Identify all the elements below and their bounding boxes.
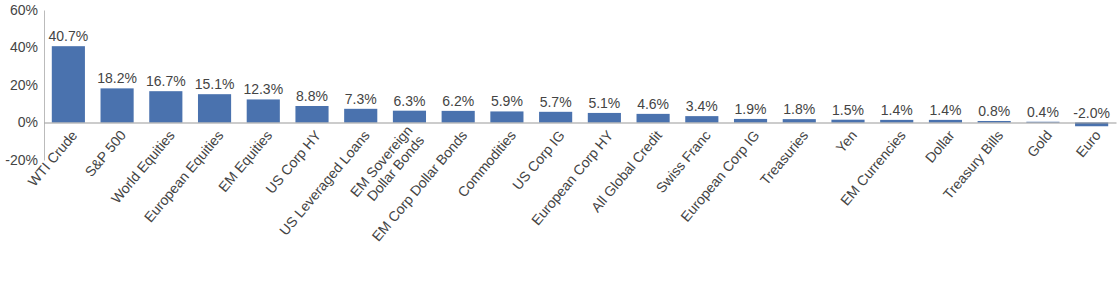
data-label: 0.4% (1027, 104, 1059, 120)
bar (637, 114, 670, 123)
data-label: 0.8% (978, 103, 1010, 119)
x-tick-label: European Equities (141, 127, 227, 225)
data-label: 40.7% (49, 28, 89, 44)
x-tick: WTI Crude (25, 123, 81, 190)
y-tick-label: 0% (18, 114, 38, 130)
x-tick: Treasuries (757, 123, 811, 188)
x-tick-label: Euro (1072, 127, 1103, 160)
y-tick: 40% (10, 39, 44, 55)
bars (52, 46, 1108, 126)
x-tick: Gold (1024, 123, 1055, 161)
y-tick-label: -20% (5, 152, 38, 168)
bar (295, 106, 328, 123)
y-tick-label: 60% (10, 2, 38, 18)
bar (783, 119, 816, 122)
data-label: 12.3% (243, 81, 283, 97)
x-tick-label: Treasury Bills (940, 127, 1006, 202)
data-label: 3.4% (686, 98, 718, 114)
data-label: 4.6% (637, 96, 669, 112)
bar (442, 111, 475, 123)
data-label: 6.3% (393, 93, 425, 109)
data-label: 16.7% (146, 73, 186, 89)
x-tick: European Equities (141, 123, 227, 226)
y-tick: 20% (10, 77, 44, 93)
y-tick: 0% (18, 114, 44, 130)
chart: -20% 0% 20% 40% 60% WTI CrudeS&P 500World Equ… (0, 0, 1120, 287)
data-label: 5.9% (491, 93, 523, 109)
x-tick: All Global Credit (588, 123, 665, 216)
data-label: 8.8% (296, 88, 328, 104)
bar (880, 120, 913, 123)
data-label: -2.0% (1073, 105, 1110, 121)
x-tick-label: All Global Credit (588, 127, 665, 215)
bar (490, 111, 523, 122)
x-tick: Euro (1072, 123, 1103, 161)
x-axis-line (45, 123, 1117, 124)
bar (978, 121, 1011, 123)
bar (831, 120, 864, 123)
bar (393, 111, 426, 123)
data-labels: 40.7% 18.2% 16.7% 15.1% 12.3% 8.8% 7.3% 6.3% 6.2… (49, 28, 1110, 120)
bar (685, 116, 718, 122)
x-tick: Yen (833, 123, 860, 156)
x-tick: European Corp HY (528, 123, 617, 229)
data-label: 6.2% (442, 93, 474, 109)
data-label: 1.5% (832, 102, 864, 118)
y-axis: -20% 0% 20% 40% 60% (5, 2, 44, 168)
data-label: 7.3% (345, 91, 377, 107)
x-tick-label: Treasuries (757, 127, 811, 188)
x-tick: European Corp IG (677, 123, 762, 225)
x-tick-label: Gold (1024, 127, 1055, 160)
bar (52, 46, 85, 122)
bar (101, 88, 134, 122)
x-axis: WTI CrudeS&P 500World EquitiesEuropean E… (25, 122, 1117, 244)
x-tick: Dollar (922, 123, 958, 166)
x-tick-label: WTI Crude (25, 127, 81, 189)
data-label: 1.9% (735, 101, 767, 117)
data-label: 5.1% (588, 95, 620, 111)
x-tick: EM Currencies (837, 123, 909, 209)
data-label: 1.8% (783, 101, 815, 117)
data-label: 1.4% (929, 102, 961, 118)
x-tick: S&P 500 (82, 123, 130, 180)
x-tick-label: S&P 500 (82, 127, 130, 180)
x-tick-label: European Corp IG (677, 127, 762, 224)
x-tick: EM Corp Dollar Bonds (368, 123, 470, 245)
x-tick-label: EM Currencies (837, 127, 909, 208)
bar (588, 113, 621, 123)
y-axis-line (44, 11, 45, 161)
y-tick-label: 20% (10, 77, 38, 93)
x-tick: Treasury Bills (940, 123, 1006, 203)
x-tick-label: Yen (833, 127, 860, 155)
data-label: 15.1% (195, 76, 235, 92)
bar (734, 119, 767, 123)
bar (247, 99, 280, 122)
data-label: 1.4% (881, 102, 913, 118)
x-tick-label: Dollar (922, 127, 958, 166)
x-tick-label: European Corp HY (528, 127, 617, 228)
bar (198, 94, 231, 122)
bar (344, 109, 377, 123)
bar (539, 112, 572, 123)
x-tick-label: Commodities (454, 127, 519, 200)
x-tick: Commodities (454, 123, 519, 201)
x-tick-label: EM Corp Dollar Bonds (368, 127, 470, 244)
data-label: 18.2% (97, 70, 137, 86)
bar (149, 91, 182, 122)
y-tick-label: 40% (10, 39, 38, 55)
data-label: 5.7% (540, 94, 572, 110)
y-tick: 60% (10, 2, 44, 18)
bar (929, 120, 962, 123)
